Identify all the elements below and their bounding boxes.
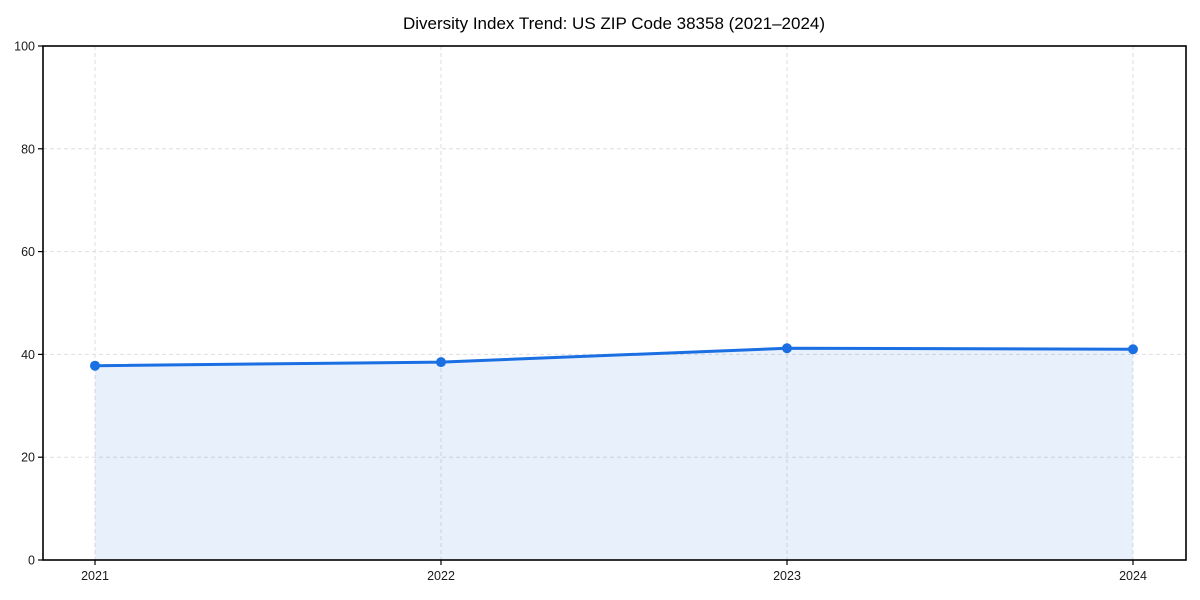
y-tick-label: 60 bbox=[21, 245, 35, 259]
data-point[interactable] bbox=[782, 343, 792, 354]
y-tick-label: 0 bbox=[28, 554, 35, 568]
plot-frame bbox=[42, 45, 1187, 561]
y-tick-label: 100 bbox=[14, 40, 35, 54]
x-tick-label: 2021 bbox=[81, 569, 109, 583]
data-point[interactable] bbox=[1128, 344, 1138, 355]
trend-line bbox=[93, 346, 1135, 368]
chart-title: Diversity Index Trend: US ZIP Code 38358… bbox=[403, 14, 825, 33]
data-point[interactable] bbox=[90, 360, 100, 371]
x-tick-label: 2023 bbox=[773, 569, 801, 583]
y-tick-label: 20 bbox=[21, 451, 35, 465]
y-tick-label: 40 bbox=[21, 348, 35, 362]
x-tick-label: 2024 bbox=[1119, 569, 1147, 583]
area-fill bbox=[95, 348, 1133, 560]
y-tick-label: 80 bbox=[21, 142, 35, 156]
data-point[interactable] bbox=[436, 357, 446, 368]
x-tick-label: 2022 bbox=[427, 569, 455, 583]
